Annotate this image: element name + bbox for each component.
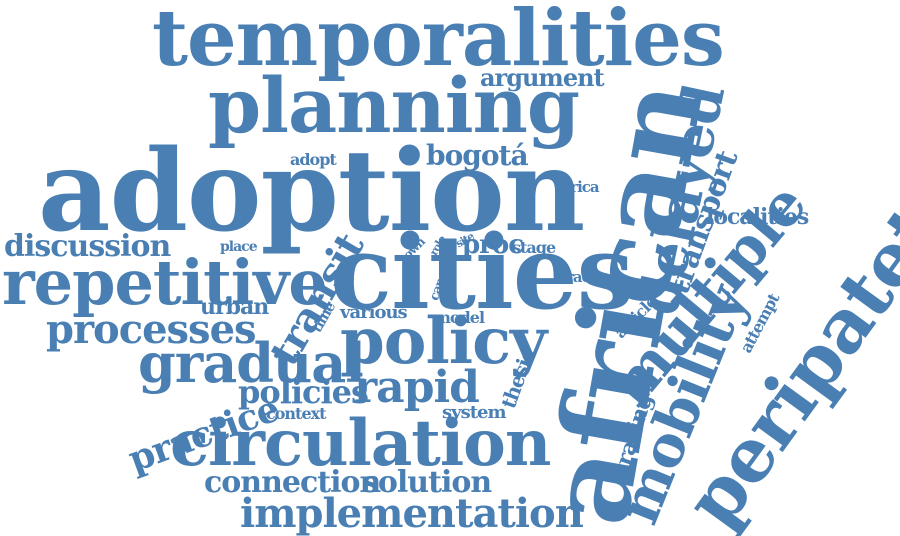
word-context: context: [266, 404, 327, 423]
word-bogota: bogotá: [426, 139, 529, 172]
word-system: system: [442, 402, 507, 423]
word-adopt: adopt: [290, 150, 337, 169]
word-place: place: [220, 239, 258, 255]
word-circulation: circulation: [170, 406, 551, 481]
word-policy: policy: [340, 304, 547, 379]
word-urban: urban: [200, 294, 269, 320]
word-rapid: rapid: [354, 362, 480, 413]
word-various: various: [340, 302, 408, 323]
word-adoption: adoption: [38, 126, 585, 257]
word-implementation: implementation: [240, 490, 584, 536]
word-connection: connection: [204, 465, 381, 500]
word-temporalities: temporalities: [152, 0, 725, 84]
word-cities: cities: [330, 213, 634, 333]
word-planning: planning: [208, 61, 580, 150]
word-discussion: discussion: [4, 229, 171, 264]
word-argument: argument: [480, 63, 605, 92]
word-model: model: [434, 308, 485, 327]
word-africa: africa: [556, 178, 600, 196]
word-solution: solution: [362, 465, 492, 500]
word-processes: processes: [46, 306, 257, 353]
word-stage: stage: [512, 238, 556, 257]
word-trace: trace: [560, 268, 599, 286]
word-proc: proc: [462, 230, 524, 260]
word-localities: localities: [706, 204, 809, 230]
word-repetitive: repetitive: [2, 246, 328, 319]
word-policies: policies: [238, 373, 369, 411]
word-gradual: gradual: [138, 331, 366, 395]
